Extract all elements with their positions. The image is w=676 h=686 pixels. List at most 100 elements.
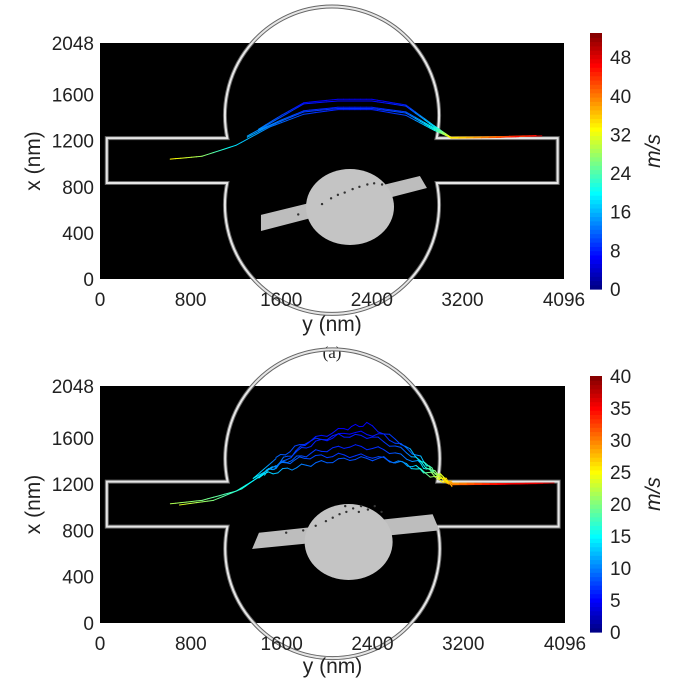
trajectory-segment — [309, 110, 316, 112]
trajectory-segment — [269, 119, 277, 124]
trajectory-segment — [388, 439, 396, 444]
x-tick-label: 2400 — [351, 290, 393, 311]
trajectory-segment — [295, 111, 301, 115]
colorbar-swatch — [590, 597, 602, 603]
colorbar-swatch — [590, 388, 602, 394]
panel-caption: (a) — [323, 343, 342, 362]
inset-particle-dot — [343, 191, 346, 194]
trajectory-segment — [284, 116, 290, 119]
trajectory-segment — [360, 456, 368, 459]
plot-background — [100, 43, 564, 279]
trajectory-segment — [280, 120, 288, 124]
trajectory-segment — [207, 152, 214, 155]
trajectory-segment — [280, 112, 286, 116]
colorbar-swatch — [590, 516, 602, 522]
colorbar-swatch — [590, 440, 602, 445]
trajectory-segment — [185, 500, 193, 503]
trajectory-segment — [399, 104, 407, 107]
trajectory-segment — [271, 458, 277, 463]
trajectory-segment — [275, 453, 282, 458]
colorbar: 0 5 10 15 20 25 30 35 40 m/s — [590, 367, 665, 644]
trajectory-segment — [326, 435, 334, 441]
trajectory-segment — [201, 500, 209, 503]
trajectory-segment — [267, 461, 273, 466]
colorbar-swatch — [590, 397, 602, 403]
trajectory-segment — [434, 476, 439, 480]
x-axis-label: y (nm) — [302, 313, 362, 336]
trajectory-segment — [414, 116, 421, 121]
trajectory-segment — [337, 457, 345, 460]
trajectory-segment — [399, 113, 407, 116]
x-axis-label: y (nm) — [303, 655, 363, 678]
trajectory-segment — [280, 117, 286, 121]
trajectory-segment — [320, 434, 328, 437]
colorbar-swatch — [590, 280, 602, 286]
trajectory-segment — [295, 445, 302, 452]
colorbar-swatch — [590, 259, 602, 264]
trajectory-segment — [305, 452, 312, 458]
colorbar-swatch — [590, 414, 602, 420]
colorbar-swatch — [590, 529, 602, 535]
trajectory-segment — [292, 115, 299, 119]
y-axis-label: x (nm) — [22, 131, 45, 191]
trajectory-segment — [428, 126, 435, 130]
colorbar-swatch — [590, 67, 602, 72]
trajectory-segment — [178, 503, 186, 506]
trajectory-segment — [405, 111, 412, 116]
trajectory-segment — [411, 459, 419, 462]
trajectory-segment — [289, 459, 296, 465]
trajectory-segment — [310, 462, 317, 467]
colorbar-tick-label: 0 — [610, 280, 621, 301]
inset-particle-dot — [358, 185, 361, 189]
trajectory-segment — [439, 130, 444, 134]
inset-particle-dot — [373, 504, 376, 508]
colorbar-tick-label: 40 — [610, 87, 631, 108]
trajectory-segment — [250, 131, 256, 135]
colorbar-swatch — [590, 37, 602, 43]
trajectory-segment — [394, 445, 402, 448]
trajectory-segment — [294, 456, 301, 461]
trajectory-segment — [337, 452, 345, 456]
trajectory-segment — [394, 112, 401, 115]
colorbar-swatch — [590, 250, 602, 256]
trajectory-segment — [299, 102, 305, 106]
trajectory-segment — [411, 453, 419, 456]
trajectory-segment — [314, 108, 322, 111]
trajectory-segment — [423, 461, 430, 467]
colorbar-swatch — [590, 508, 602, 514]
trajectory-segment — [382, 100, 390, 103]
colorbar-swatch — [590, 614, 602, 620]
trajectory-segment — [388, 103, 396, 105]
x-tick-label: 800 — [175, 634, 207, 655]
trajectory-segment — [424, 466, 431, 471]
trajectory — [258, 106, 520, 139]
trajectory-segment — [447, 135, 452, 139]
trajectory-segment — [417, 459, 422, 464]
trajectory-segment — [349, 431, 356, 435]
inset-particle-dot — [366, 508, 370, 511]
colorbar-swatch — [590, 474, 602, 479]
trajectory-segment — [445, 477, 450, 484]
trajectory-segment — [277, 468, 284, 474]
trajectory-segment — [246, 134, 252, 138]
colorbar-swatch — [590, 135, 602, 141]
trajectory-segment — [218, 148, 226, 152]
colorbar-swatch — [590, 499, 602, 505]
colorbar-swatch — [590, 152, 602, 158]
trajectory-segment — [414, 455, 421, 462]
trajectory-segment — [436, 127, 441, 131]
trajectory-segment — [424, 123, 430, 128]
trajectory-segment — [169, 502, 177, 505]
trajectory-segment — [258, 129, 263, 132]
trajectory-segment — [399, 111, 407, 114]
trajectory-segment — [428, 465, 434, 473]
trajectory-segment — [377, 108, 384, 111]
colorbar-tick-label: 16 — [610, 203, 631, 224]
trajectory-segment — [201, 498, 209, 501]
inset-particle-dot — [302, 529, 305, 532]
trajectory-segment — [300, 444, 306, 447]
colorbar-swatch — [590, 242, 602, 247]
trajectory-segment — [303, 101, 311, 104]
trajectory-segment — [440, 480, 444, 483]
